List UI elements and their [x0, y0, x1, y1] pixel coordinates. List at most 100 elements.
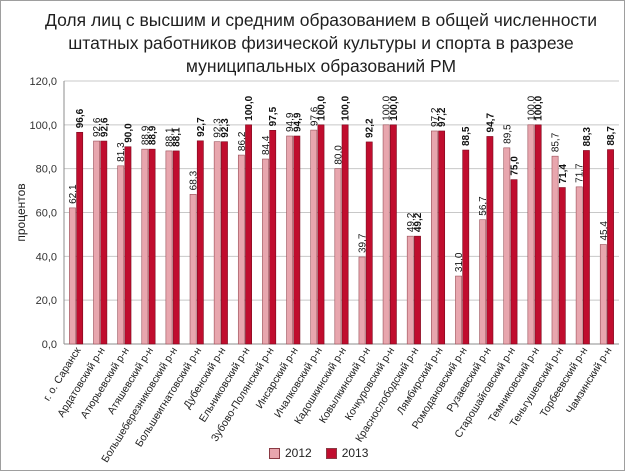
bar-2012	[503, 147, 511, 345]
y-tick-label: 80,0	[36, 164, 57, 176]
data-label-2012: 62,1	[68, 184, 79, 204]
bar-2013	[607, 149, 614, 345]
data-label-2012: 92,6	[92, 117, 103, 137]
legend: 2012 2013	[269, 444, 382, 462]
y-tick-label: 120,0	[29, 76, 57, 88]
data-label-2013: 90,0	[123, 123, 134, 143]
data-label-2012: 31,0	[454, 252, 465, 272]
bar-2013	[172, 150, 180, 345]
data-label-2013: 96,6	[75, 108, 86, 128]
bar-2013	[438, 130, 446, 345]
bar-2012	[286, 135, 294, 345]
data-label-2012: 94,9	[285, 112, 296, 132]
data-label-2012: 84,4	[261, 135, 272, 155]
bar-2012	[551, 155, 559, 345]
bar-2012	[599, 244, 607, 345]
data-label-2013: 100,0	[316, 95, 327, 120]
bar-2012	[406, 235, 414, 345]
y-tick-label: 0,0	[42, 339, 57, 351]
data-label-2012: 81,3	[116, 142, 127, 162]
bar-2013	[462, 149, 470, 345]
data-label-2012: 68,3	[189, 170, 200, 190]
bar-2013	[583, 150, 590, 345]
data-label-2013: 88,9	[148, 125, 159, 145]
bar-2012	[93, 140, 100, 345]
bar-2012	[455, 275, 462, 345]
bar-2012	[575, 186, 583, 345]
data-label-2012: 39,7	[358, 233, 369, 253]
bar-2012	[117, 165, 125, 345]
y-tick-label: 100,0	[29, 120, 57, 132]
bar-2013	[341, 124, 349, 345]
data-label-2013: 88,5	[461, 126, 472, 146]
data-label-2012: 100,0	[526, 95, 537, 120]
data-label-2012: 45,4	[599, 221, 610, 241]
legend-label-2012: 2012	[285, 446, 312, 460]
bar-2013	[100, 140, 108, 345]
bar-2012	[479, 219, 487, 345]
bar-2013	[76, 131, 84, 345]
data-label-2012: 86,2	[237, 131, 248, 151]
bar-2012	[262, 158, 269, 345]
data-label-2013: 100,0	[389, 95, 400, 120]
legend-item-2012: 2012	[269, 446, 312, 460]
data-label-2013: 88,7	[606, 126, 617, 146]
data-label-2013: 100,0	[341, 95, 352, 120]
data-label-2013: 94,7	[485, 113, 496, 133]
data-label-2012: 80,0	[333, 145, 344, 165]
data-label-2013: 94,9	[292, 112, 303, 132]
data-label-2012: 49,2	[406, 212, 417, 232]
data-label-2013: 100,0	[534, 95, 545, 120]
bar-2012	[334, 168, 342, 345]
bar-2013	[269, 130, 277, 345]
bar-2012	[527, 124, 535, 345]
chart-title: Доля лиц с высшим и средним образованием…	[45, 10, 597, 76]
y-axis-label: процентов	[14, 183, 28, 241]
bar-2013	[558, 187, 566, 345]
bar-2013	[389, 124, 397, 345]
data-label-2012: 100,0	[382, 95, 393, 120]
data-label-2013: 92,2	[365, 118, 376, 138]
y-tick-label: 40,0	[36, 251, 57, 263]
data-label-2013: 75,0	[510, 156, 521, 176]
bar-2013	[365, 141, 373, 345]
bar-2013	[293, 135, 301, 345]
bar-2013	[148, 148, 156, 345]
bar-2012	[165, 150, 173, 345]
data-label-2013: 92,3	[220, 118, 231, 138]
bar-2013	[221, 141, 228, 345]
data-label-2012: 97,6	[309, 106, 320, 126]
y-tick-label: 20,0	[36, 295, 57, 307]
bar-2012	[189, 194, 197, 345]
y-tick-label: 60,0	[36, 208, 57, 220]
data-label-2012: 56,7	[478, 196, 489, 216]
bar-2012	[213, 141, 221, 345]
legend-swatch-2012	[269, 447, 280, 459]
data-label-2013: 100,0	[244, 95, 255, 120]
data-label-2013: 71,4	[558, 164, 569, 184]
data-label-2013: 49,2	[413, 212, 424, 232]
data-label-2013: 92,6	[99, 117, 110, 137]
bar-2013	[245, 124, 252, 345]
bar-2012	[431, 130, 438, 345]
data-label-2012: 88,9	[140, 125, 151, 145]
bar-2013	[317, 124, 325, 345]
data-label-2012: 92,3	[213, 118, 224, 138]
bar-2012	[382, 124, 390, 345]
legend-item-2013: 2013	[325, 446, 368, 460]
bar-2013	[124, 146, 132, 345]
bar-2012	[310, 129, 318, 345]
data-label-2012: 97,2	[430, 107, 441, 127]
data-label-2013: 92,7	[196, 117, 207, 137]
data-label-2012: 85,7	[551, 132, 562, 152]
data-label-2013: 97,5	[268, 106, 279, 126]
data-label-2012: 71,7	[575, 163, 586, 183]
bar-2012	[141, 148, 149, 345]
legend-swatch-2013	[325, 447, 337, 459]
bar-2013	[510, 179, 518, 345]
data-label-2013: 88,3	[582, 127, 593, 147]
data-label-2013: 88,1	[172, 127, 183, 147]
bar-2013	[196, 140, 204, 345]
